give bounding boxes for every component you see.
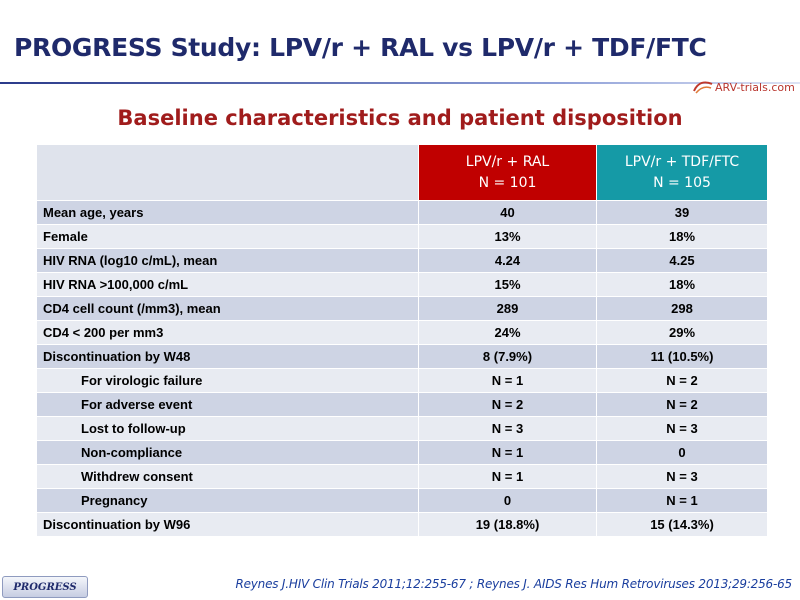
arm-name: LPV/r + TDF/FTC xyxy=(624,153,740,170)
row-label: Lost to follow-up xyxy=(36,416,419,441)
value-tdf-ftc: N = 2 xyxy=(596,392,768,417)
logo-text: ARV-trials.com xyxy=(715,80,795,94)
table-row: Discontinuation by W96 19 (18.8%) 15 (14.3… xyxy=(36,512,768,537)
value-tdf-ftc: 29% xyxy=(596,320,768,345)
slide-subtitle: Baseline characteristics and patient dis… xyxy=(117,106,683,130)
value-tdf-ftc: 15 (14.3%) xyxy=(596,512,768,537)
value-ral: 13% xyxy=(418,224,597,249)
row-label: HIV RNA >100,000 c/mL xyxy=(36,272,419,297)
table-header-row: LPV/r + RAL N = 101 LPV/r + TDF/FTC N = … xyxy=(36,144,768,201)
value-ral: N = 1 xyxy=(418,464,597,489)
row-label: Discontinuation by W48 xyxy=(36,344,419,369)
table-row: Discontinuation by W48 8 (7.9%) 11 (10.5%) xyxy=(36,344,768,369)
table-row: Pregnancy 0 N = 1 xyxy=(36,488,768,513)
progress-badge: PROGRESS xyxy=(2,576,88,598)
value-tdf-ftc: N = 2 xyxy=(596,368,768,393)
value-ral: N = 2 xyxy=(418,392,597,417)
value-tdf-ftc: 0 xyxy=(596,440,768,465)
value-ral: 24% xyxy=(418,320,597,345)
value-tdf-ftc: 18% xyxy=(596,224,768,249)
arm-header-tdf-ftc: LPV/r + TDF/FTC N = 105 xyxy=(596,144,768,201)
value-tdf-ftc: 18% xyxy=(596,272,768,297)
value-tdf-ftc: 39 xyxy=(596,200,768,225)
value-tdf-ftc: 11 (10.5%) xyxy=(596,344,768,369)
arm-n: N = 105 xyxy=(653,174,711,191)
baseline-table: LPV/r + RAL N = 101 LPV/r + TDF/FTC N = … xyxy=(36,144,768,537)
row-label: Female xyxy=(36,224,419,249)
table-row: CD4 < 200 per mm3 24% 29% xyxy=(36,320,768,345)
row-label: Withdrew consent xyxy=(36,464,419,489)
row-label: HIV RNA (log10 c/mL), mean xyxy=(36,248,419,273)
value-ral: N = 1 xyxy=(418,440,597,465)
value-ral: N = 3 xyxy=(418,416,597,441)
value-ral: 15% xyxy=(418,272,597,297)
row-label: Non-compliance xyxy=(36,440,419,465)
title-underline xyxy=(0,82,800,84)
arm-n: N = 101 xyxy=(478,174,537,191)
value-tdf-ftc: N = 3 xyxy=(596,416,768,441)
table-row: Female 13% 18% xyxy=(36,224,768,249)
arm-header-ral: LPV/r + RAL N = 101 xyxy=(418,144,597,201)
value-tdf-ftc: N = 1 xyxy=(596,488,768,513)
value-tdf-ftc: 4.25 xyxy=(596,248,768,273)
table-row: HIV RNA (log10 c/mL), mean 4.24 4.25 xyxy=(36,248,768,273)
value-ral: 289 xyxy=(418,296,597,321)
value-ral: 19 (18.8%) xyxy=(418,512,597,537)
arm-name: LPV/r + RAL xyxy=(465,153,550,170)
row-label: For virologic failure xyxy=(36,368,419,393)
row-label: CD4 < 200 per mm3 xyxy=(36,320,419,345)
row-label: For adverse event xyxy=(36,392,419,417)
header-blank-cell xyxy=(36,144,419,201)
value-ral: 0 xyxy=(418,488,597,513)
row-label: CD4 cell count (/mm3), mean xyxy=(36,296,419,321)
table-row: Mean age, years 40 39 xyxy=(36,200,768,225)
arv-trials-logo: ARV-trials.com xyxy=(693,79,795,95)
value-tdf-ftc: 298 xyxy=(596,296,768,321)
slide-title: PROGRESS Study: LPV/r + RAL vs LPV/r + T… xyxy=(14,33,707,62)
citation: Reynes J.HIV Clin Trials 2011;12:255-67 … xyxy=(235,577,792,591)
value-ral: 4.24 xyxy=(418,248,597,273)
row-label: Mean age, years xyxy=(36,200,419,225)
logo-swoosh-icon xyxy=(693,81,713,94)
table-row: HIV RNA >100,000 c/mL 15% 18% xyxy=(36,272,768,297)
row-label: Pregnancy xyxy=(36,488,419,513)
value-ral: 8 (7.9%) xyxy=(418,344,597,369)
value-tdf-ftc: N = 3 xyxy=(596,464,768,489)
value-ral: 40 xyxy=(418,200,597,225)
value-ral: N = 1 xyxy=(418,368,597,393)
table-row: CD4 cell count (/mm3), mean 289 298 xyxy=(36,296,768,321)
row-label: Discontinuation by W96 xyxy=(36,512,419,537)
